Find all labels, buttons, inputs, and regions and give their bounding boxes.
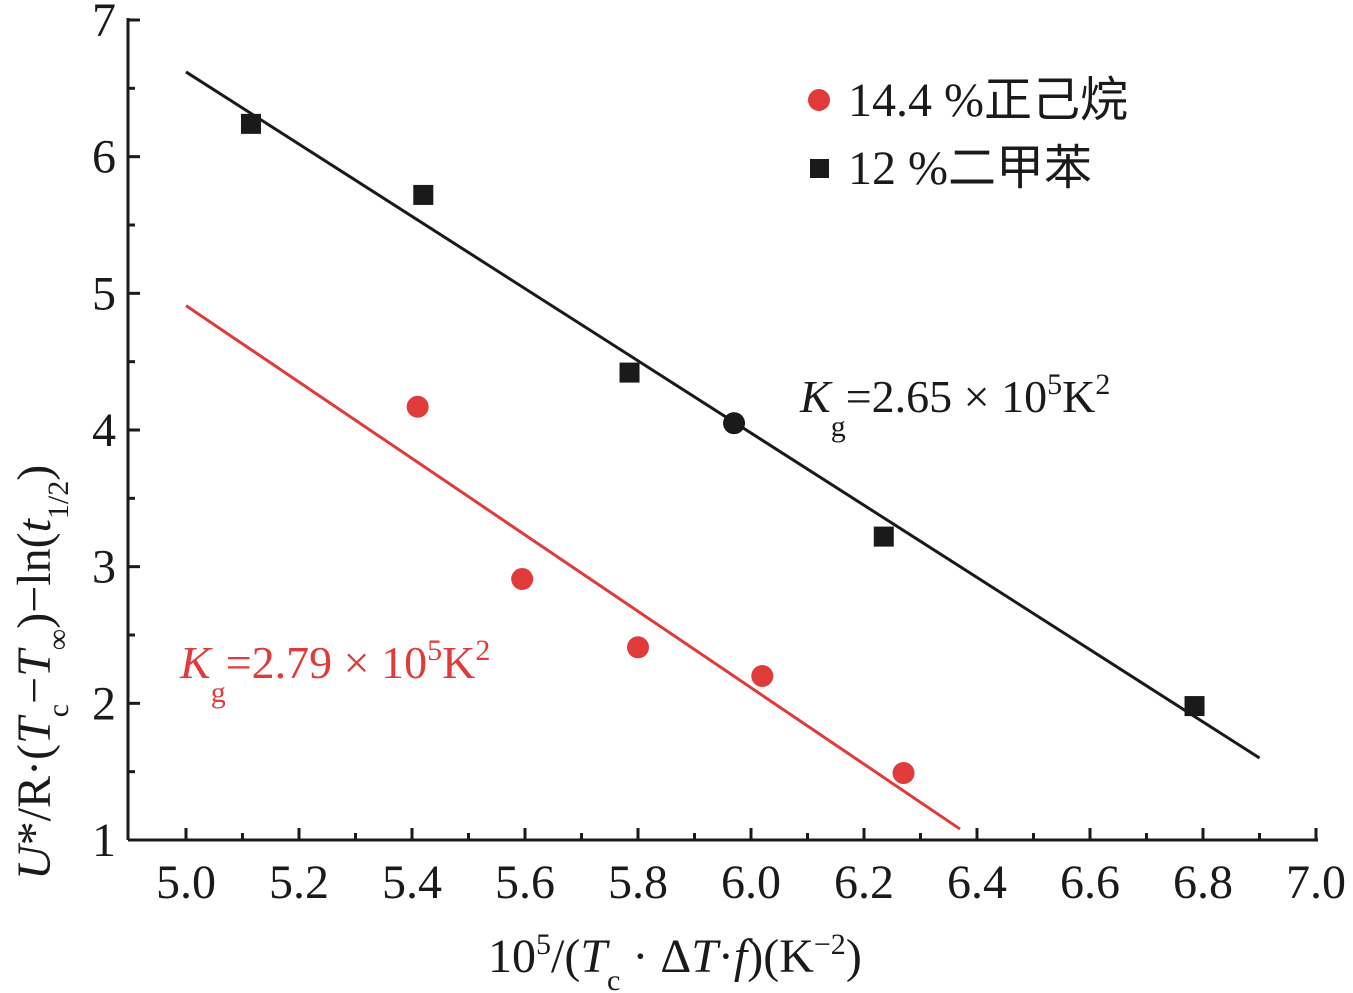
y-tick-label: 6: [92, 131, 116, 184]
data-point: [240, 113, 261, 134]
legend-marker-xylene: [810, 159, 829, 178]
fit-lines: [185, 70, 1261, 831]
x-tick-label: 6.2: [834, 856, 894, 909]
legend: 14.4 %正己烷 12 %二甲苯: [808, 74, 1128, 195]
fit-line-1: [185, 70, 1261, 760]
x-tick-label: 6.4: [947, 856, 1007, 909]
data-point: [873, 526, 894, 547]
fit-line-0: [185, 304, 961, 831]
data-point: [751, 665, 774, 687]
x-axis-title: 105/(Tc · ΔT·f)(K−2): [488, 928, 862, 993]
data-point: [619, 362, 640, 383]
data-point: [1184, 696, 1205, 717]
data-point: [627, 636, 649, 659]
x-tick-label: 5.2: [269, 856, 329, 909]
data-point: [892, 762, 915, 785]
x-tick-label: 5.8: [608, 856, 668, 909]
x-tick-label: 5.6: [495, 856, 555, 909]
annotation-xylene: Kg=2.65 × 105K2: [799, 368, 1110, 443]
y-axis-title: U*/R·(Tc−T∞)−ln(t1/2): [8, 465, 75, 880]
data-point: [413, 184, 434, 205]
y-tick-label: 1: [92, 814, 116, 867]
data-point: [511, 567, 534, 590]
data-points: [240, 113, 1205, 785]
y-tick-label: 3: [92, 541, 116, 594]
x-tick-label: 6.8: [1173, 856, 1233, 909]
x-tick-label: 5.4: [382, 856, 442, 909]
y-tick-label: 5: [92, 267, 116, 320]
x-tick-label: 5.0: [156, 856, 216, 909]
ticks: 5.0 5.2 5.4 5.6 5.8 6.0 6.2 6.4 6.6 6.8 7.0 1 2 3 4 5 6 7: [92, 0, 1346, 909]
annotation-hexane: Kg=2.79 × 105K2: [179, 634, 490, 709]
x-tick-label: 7.0: [1286, 856, 1346, 909]
legend-label-xylene: 12 %二甲苯: [848, 142, 1092, 195]
x-tick-label: 6.0: [721, 856, 781, 909]
y-tick-label: 7: [92, 0, 116, 47]
y-tick-label: 4: [92, 404, 116, 457]
x-tick-label: 6.6: [1060, 856, 1120, 909]
legend-label-hexane: 14.4 %正己烷: [848, 74, 1128, 127]
legend-marker-hexane: [808, 89, 830, 111]
data-point: [723, 412, 746, 435]
y-tick-label: 2: [92, 677, 116, 730]
data-point: [406, 395, 429, 418]
